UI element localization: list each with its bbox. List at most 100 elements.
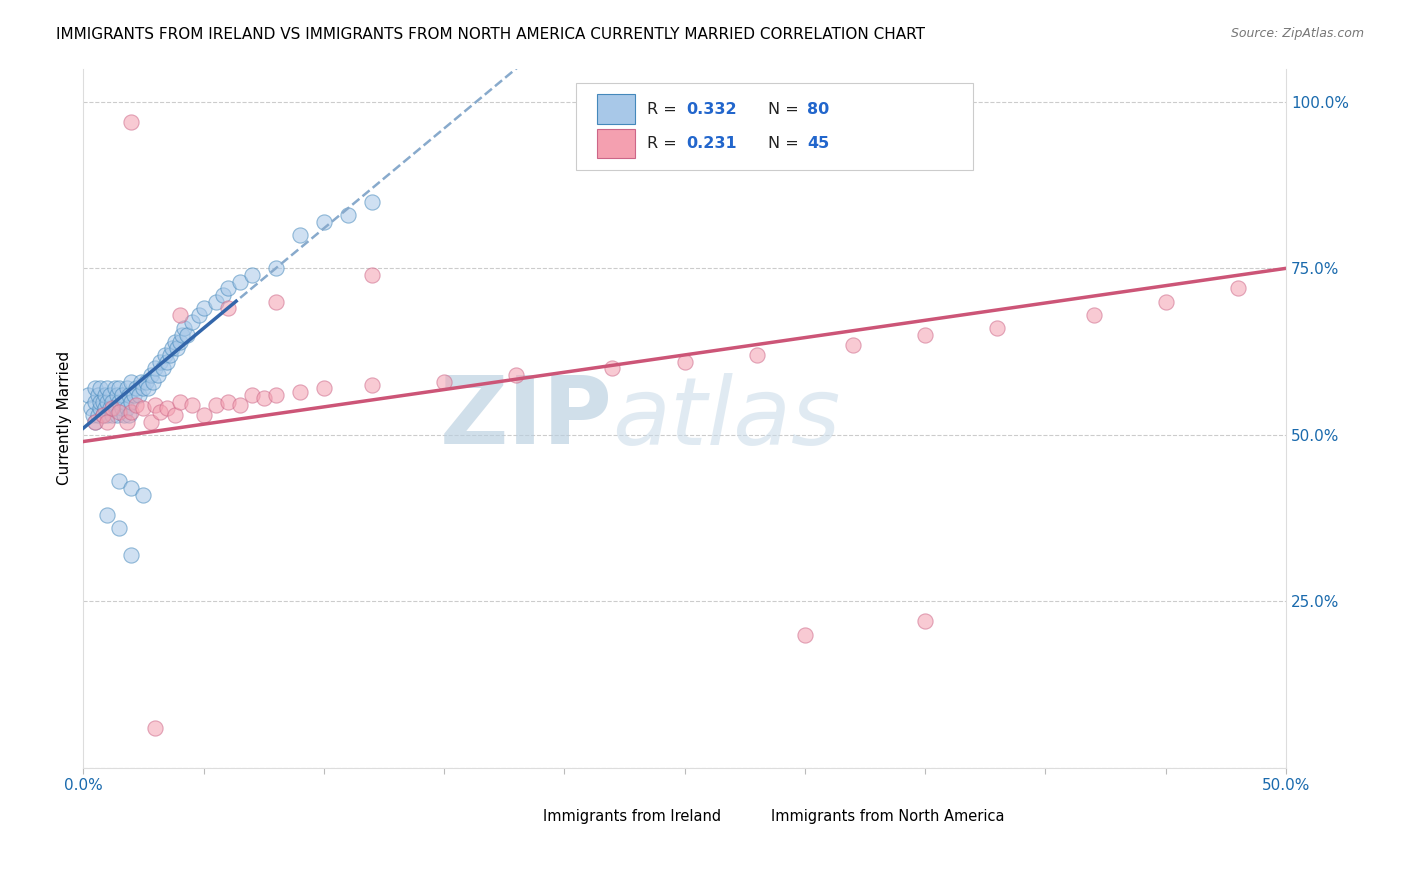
Point (101, 394, 124, 409)
FancyBboxPatch shape (576, 82, 973, 170)
Point (125, 381, 148, 395)
Point (132, 488, 155, 502)
Point (361, 268, 384, 282)
Point (112, 394, 135, 409)
Point (87, 408, 110, 422)
Text: Immigrants from North America: Immigrants from North America (772, 809, 1005, 824)
Point (79, 401, 101, 416)
Point (217, 301, 239, 316)
Point (115, 381, 138, 395)
Point (96, 415, 118, 429)
Bar (596, 128, 636, 158)
Point (84, 415, 107, 429)
Point (204, 398, 226, 412)
Point (108, 394, 131, 409)
Point (180, 398, 202, 412)
Point (84, 381, 107, 395)
Point (118, 408, 141, 422)
Point (120, 548, 142, 562)
Point (162, 341, 184, 355)
Point (136, 381, 159, 395)
Point (132, 401, 155, 416)
Point (173, 321, 195, 335)
Point (914, 615, 936, 629)
Point (312, 215, 335, 229)
Point (288, 384, 311, 399)
Point (89, 381, 111, 395)
Point (264, 261, 287, 276)
Point (108, 404, 131, 418)
Point (112, 408, 135, 422)
Point (1083, 308, 1105, 322)
Text: IMMIGRANTS FROM IRELAND VS IMMIGRANTS FROM NORTH AMERICA CURRENTLY MARRIED CORRE: IMMIGRANTS FROM IRELAND VS IMMIGRANTS FR… (56, 27, 925, 42)
Point (842, 338, 865, 352)
Point (193, 301, 215, 316)
Text: atlas: atlas (613, 373, 841, 464)
Point (228, 275, 250, 289)
Point (211, 288, 233, 302)
Point (96, 408, 118, 422)
Point (240, 388, 263, 402)
Point (105, 388, 128, 402)
Point (91, 408, 114, 422)
Point (253, 391, 276, 405)
Point (163, 408, 186, 422)
Point (103, 401, 125, 416)
Point (433, 375, 456, 389)
Point (98, 401, 121, 416)
Point (103, 381, 125, 395)
Point (89, 401, 111, 416)
Point (84, 394, 107, 409)
Point (156, 354, 179, 368)
Point (120, 115, 142, 129)
Point (115, 401, 138, 416)
Point (96, 508, 118, 522)
Text: R =: R = (647, 136, 682, 151)
Point (914, 328, 936, 343)
Point (1154, 294, 1177, 309)
Point (98, 388, 121, 402)
Point (108, 475, 131, 489)
Point (105, 408, 128, 422)
Point (122, 388, 145, 402)
Point (153, 348, 176, 362)
Point (240, 268, 263, 282)
Point (166, 341, 188, 355)
Text: Source: ZipAtlas.com: Source: ZipAtlas.com (1230, 27, 1364, 40)
Point (176, 328, 198, 343)
Point (145, 398, 167, 412)
Point (111, 401, 134, 416)
Text: Immigrants from Ireland: Immigrants from Ireland (543, 809, 721, 824)
Point (139, 415, 162, 429)
Point (120, 404, 142, 418)
Point (128, 388, 150, 402)
Point (149, 404, 172, 418)
Point (142, 375, 165, 389)
Text: 0.332: 0.332 (686, 102, 737, 117)
Point (986, 321, 1008, 335)
Point (163, 334, 186, 349)
Point (135, 375, 157, 389)
Point (673, 354, 696, 368)
Point (125, 398, 148, 412)
Text: ZIP: ZIP (440, 372, 613, 464)
Bar (733, 806, 759, 828)
Point (169, 334, 191, 349)
Point (94, 388, 117, 402)
Point (108, 521, 131, 535)
Text: R =: R = (647, 102, 682, 117)
Point (264, 294, 287, 309)
Point (180, 315, 202, 329)
Bar (505, 806, 530, 828)
Point (129, 375, 152, 389)
Point (91, 394, 114, 409)
Point (187, 308, 209, 322)
Point (745, 348, 768, 362)
Point (288, 227, 311, 242)
Point (91, 408, 114, 422)
Point (170, 328, 193, 343)
Point (120, 375, 142, 389)
Point (118, 388, 141, 402)
Bar (596, 95, 636, 124)
Text: 45: 45 (807, 136, 830, 151)
